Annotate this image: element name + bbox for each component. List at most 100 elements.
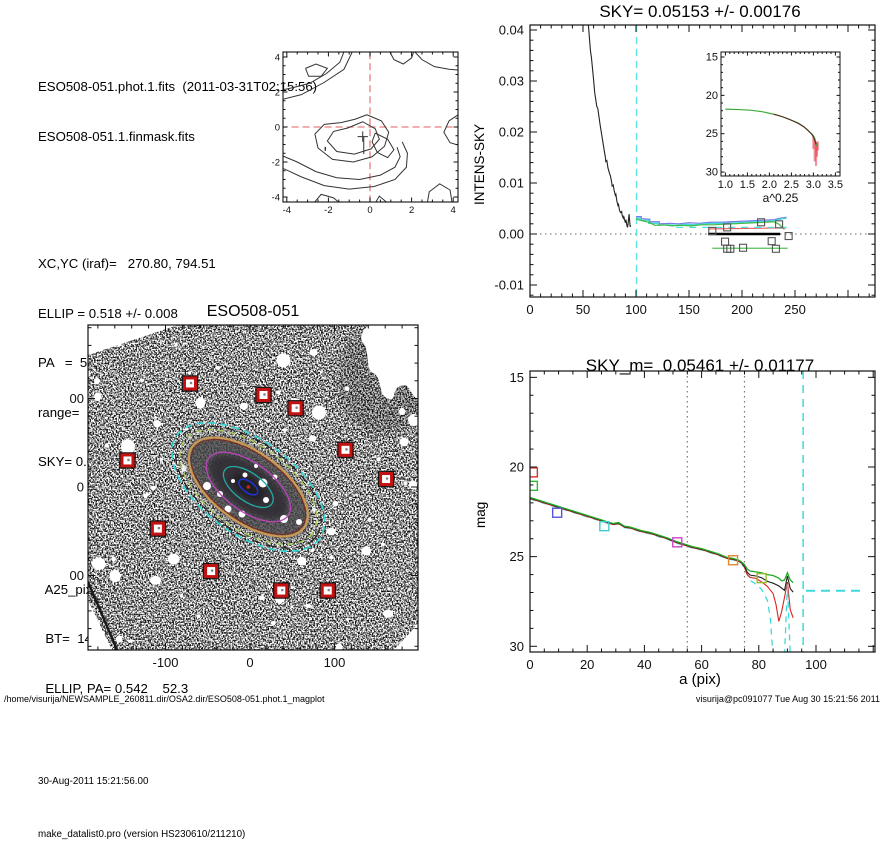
user-date-footer: visurija@pc091077 Tue Aug 30 15:21:56 20… [695, 694, 880, 704]
svg-text:100: 100 [70, 391, 84, 406]
svg-text:3.0: 3.0 [806, 179, 821, 191]
version-line: make_datalist0.pro (version HS230610/211… [38, 829, 246, 840]
svg-text:0: 0 [77, 480, 84, 495]
sky-plot: 0 50 100 150 200 250 0.04 0.03 0.02 0.01 0.00 -0.01… [494, 23, 876, 317]
svg-text:0: 0 [246, 655, 253, 670]
svg-text:2.5: 2.5 [784, 179, 799, 191]
mag-series [530, 371, 865, 652]
svg-text:2: 2 [409, 205, 414, 216]
mag-axes: 0 20 40 60 80 100 15 20 25 30 [510, 370, 875, 672]
svg-text:3.5: 3.5 [828, 179, 843, 191]
svg-text:200: 200 [731, 302, 753, 317]
mag-plot: 0 20 40 60 80 100 15 20 25 30 [510, 370, 876, 672]
foreground-star [254, 464, 258, 468]
svg-text:0: 0 [275, 123, 280, 134]
svg-text:2: 2 [275, 88, 280, 99]
svg-text:15: 15 [510, 370, 524, 385]
outer-cyan-dashed [171, 421, 326, 553]
svg-text:-4: -4 [283, 205, 291, 216]
mask-file-line: ESO508-051.1.finmask.fits [38, 128, 195, 144]
yellowgreen-dashed [179, 428, 318, 546]
sky-series [530, 25, 875, 297]
outer-black-dashed [174, 425, 322, 549]
sky-green [635, 218, 785, 230]
contour-plot: -4 -2 0 2 4 -4 -2 0 2 4 [272, 51, 459, 216]
foreground-star [224, 505, 232, 513]
svg-text:0.02: 0.02 [499, 125, 524, 140]
mag-cyan-spike [784, 584, 791, 652]
svg-text:250: 250 [784, 302, 806, 317]
galaxy-image-panel: -100 0 100 100 0 -100 [70, 324, 419, 670]
foreground-star [272, 474, 278, 480]
sky-frame [529, 24, 876, 298]
svg-text:100: 100 [324, 655, 346, 670]
svg-text:15: 15 [706, 52, 718, 64]
teal-ring [222, 465, 274, 509]
svg-text:40: 40 [637, 657, 651, 672]
sky-axes: 0 50 100 150 200 250 0.04 0.03 0.02 0.01 0.00 -0.01 [494, 23, 875, 317]
svg-text:50: 50 [576, 302, 590, 317]
svg-text:-2: -2 [272, 158, 280, 169]
svg-text:4: 4 [275, 53, 280, 64]
edge-artifact [88, 581, 119, 650]
foreground-star [258, 478, 268, 488]
timestamp-line: 30-Aug-2011 15:21:56.00 [38, 776, 149, 787]
output-path-footer: /home/visurija/NEWSAMPLE_260811.dir/OSA2… [4, 694, 325, 704]
svg-text:0: 0 [526, 302, 533, 317]
svg-text:-2: -2 [324, 205, 332, 216]
svg-text:-0.01: -0.01 [494, 278, 524, 293]
svg-text:30: 30 [706, 167, 718, 179]
svg-text:0: 0 [526, 657, 533, 672]
magplot-page: { "info_panel": { "block1": ["ESO508-051… [4, 2, 880, 840]
image-axes: -100 0 100 100 0 -100 [70, 325, 418, 670]
svg-text:4: 4 [451, 205, 456, 216]
sky-plot-title: SKY= 0.05153 +/- 0.00176 [599, 2, 801, 21]
svg-text:-100: -100 [70, 568, 84, 583]
inset-dark-curve [773, 113, 817, 145]
intensity-profile [587, 25, 632, 228]
svg-text:150: 150 [678, 302, 700, 317]
svg-text:0.00: 0.00 [499, 227, 524, 242]
svg-text:30: 30 [510, 639, 524, 654]
contour-lines [283, 52, 458, 202]
tan-ring [187, 436, 309, 538]
svg-text:20: 20 [580, 657, 594, 672]
foreground-star [231, 479, 235, 483]
galaxy-center-dot [246, 485, 251, 489]
mag-plot-xlabel: a (pix) [679, 671, 721, 688]
svg-text:60: 60 [694, 657, 708, 672]
svg-text:25: 25 [510, 549, 524, 564]
xcyc-line: XC,YC (iraf)= 270.80, 794.51 [38, 256, 216, 271]
svg-text:-4: -4 [272, 193, 280, 204]
svg-text:20: 20 [706, 90, 718, 102]
mag-cyan-curve [530, 498, 774, 652]
svg-text:100: 100 [805, 657, 827, 672]
svg-text:80: 80 [752, 657, 766, 672]
svg-text:0.04: 0.04 [499, 23, 524, 38]
foreground-star [242, 472, 248, 478]
svg-text:20: 20 [510, 460, 524, 475]
ellip-line: ELLIP = 0.518 +/- 0.008 [38, 305, 178, 321]
image-content [88, 325, 418, 650]
foreground-star [203, 482, 211, 490]
mag-red-curve [530, 498, 794, 622]
sky-red-mean [708, 227, 787, 230]
svg-text:0: 0 [367, 205, 372, 216]
svg-text:1.0: 1.0 [718, 179, 733, 191]
sky-inset [720, 51, 841, 177]
mag-green-curve [530, 496, 794, 584]
mag-frame [529, 370, 876, 653]
mag-plot-title: SKY_m= 0.05461 +/- 0.01177 [585, 356, 815, 375]
svg-text:0.03: 0.03 [499, 74, 524, 89]
svg-text:0.01: 0.01 [499, 176, 524, 191]
svg-text:a^0.25: a^0.25 [763, 191, 799, 205]
svg-text:25: 25 [706, 128, 718, 140]
blue-ring [238, 478, 259, 496]
svg-text:100: 100 [625, 302, 647, 317]
svg-text:2.0: 2.0 [762, 179, 777, 191]
contour-axes: -4 -2 0 2 4 -4 -2 0 2 4 [272, 52, 458, 216]
sky-blue [636, 216, 787, 225]
ellip-pa-line: ELLIP, PA= 0.542 52.3 [38, 680, 189, 696]
svg-text:-100: -100 [152, 655, 178, 670]
darkred-ring [190, 439, 306, 535]
